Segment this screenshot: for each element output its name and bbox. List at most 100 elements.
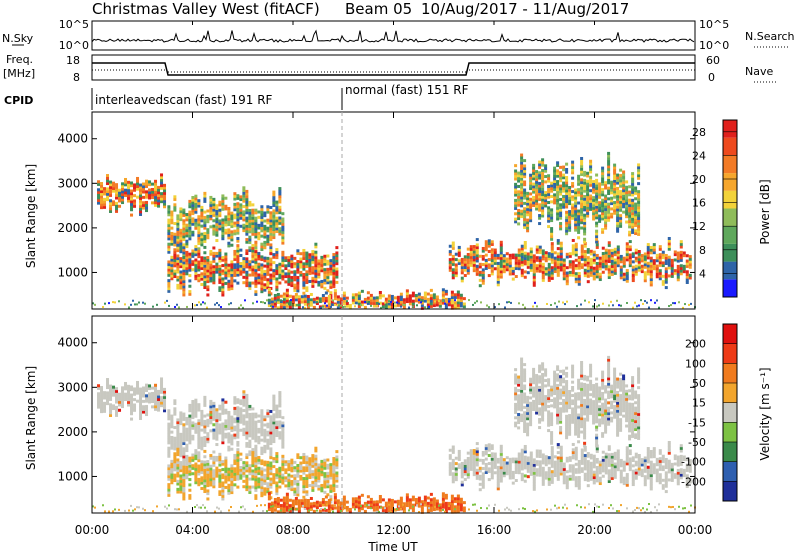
power-cell [167,265,171,269]
power-cell [610,183,614,187]
power-cell [625,277,629,281]
power-cell [387,302,391,306]
power-cell [200,266,204,270]
velocity-cell [248,490,252,494]
velocity-cell [221,473,225,477]
velocity-cell [327,504,331,508]
power-cell [638,304,640,307]
power-cell [209,271,213,275]
velocity-cell [284,484,288,488]
power-cell [565,226,569,230]
velocity-cell [275,473,279,477]
velocity-cell [272,421,276,425]
power-cell [127,199,131,203]
power-cell [619,182,623,186]
velocity-cell [182,459,186,463]
velocity-cell [296,453,300,457]
power-cell [257,265,261,269]
power-cell [287,258,291,262]
velocity-cell [478,469,482,473]
velocity-cell [302,479,306,483]
velocity-cell [275,470,279,474]
power-cell [583,186,587,190]
velocity-cell [218,431,222,435]
velocity-cell [266,430,270,434]
velocity-cell [221,406,225,410]
power-cell [239,272,243,276]
velocity-cell [326,458,330,462]
power-cell [97,196,101,200]
power-cell [136,176,140,180]
power-cell [592,256,596,260]
power-cell [227,285,231,289]
power-cell [637,216,641,220]
power-cell [616,229,620,233]
velocity-cell [124,392,128,396]
power-cell [472,303,474,306]
power-cell [194,250,198,254]
power-cell [281,253,285,257]
power-cell [637,219,641,223]
velocity-cell [490,446,494,450]
velocity-cell [276,496,280,500]
velocity-cell [179,432,183,436]
velocity-cell [260,425,264,429]
velocity-cell [360,493,364,497]
power-cell [577,182,581,186]
velocity-cell [472,467,476,471]
velocity-cell [227,437,231,441]
power-cell [173,243,177,247]
power-cell [194,194,198,198]
power-cell [309,292,313,296]
power-cell [245,249,249,253]
power-cell [556,255,560,259]
power-cell [457,253,461,257]
power-cell [604,256,608,260]
velocity-cell [203,430,207,434]
power-cell [342,306,344,309]
power-cell [167,229,171,233]
power-cell [200,283,204,287]
power-cell [133,202,137,206]
power-cell [335,272,339,276]
power-cell [254,250,258,254]
power-cell [565,213,569,217]
power-cell [586,264,590,268]
power-cell [112,189,116,193]
power-cell [236,257,240,261]
velocity-cell [490,454,494,458]
power-cell [667,261,671,265]
power-cell [559,213,563,217]
velocity-cell [191,402,195,406]
velocity-cell [357,495,361,499]
power-cell [472,245,476,249]
power-cell [643,257,647,261]
velocity-cell [281,465,285,469]
velocity-cell [402,504,406,508]
velocity-cell [272,434,276,438]
velocity-cell [215,418,219,422]
velocity-cell [221,430,225,434]
power-cell [200,264,204,268]
power-cell [342,296,346,300]
power-cell [499,256,503,260]
velocity-cell [236,430,240,434]
power-cell [586,272,590,276]
power-cell [176,283,180,287]
power-cell [203,234,207,238]
velocity-cell [266,425,270,429]
velocity-cell [212,471,216,475]
power-cell [242,306,244,309]
power-cell [233,279,237,283]
velocity-cell [239,407,243,411]
power-cell [577,190,581,194]
power-cell [290,259,294,263]
power-cell [245,211,249,215]
power-cell [176,262,180,266]
power-cell [218,270,222,274]
power-cell [565,170,569,174]
velocity-cell [200,423,204,427]
power-cell [212,254,216,258]
power-cell [664,259,668,263]
power-cell [290,278,294,282]
